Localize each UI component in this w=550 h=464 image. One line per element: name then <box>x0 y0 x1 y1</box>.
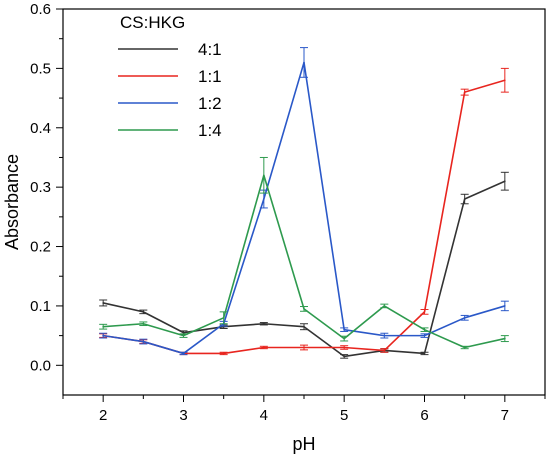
data-point <box>222 352 225 355</box>
series-1-2 <box>99 47 509 356</box>
data-point <box>142 340 145 343</box>
series-1-4 <box>99 156 509 350</box>
x-tick-label: 7 <box>501 407 509 424</box>
legend-item-1-1: 1:1 <box>118 67 222 86</box>
data-point <box>463 317 466 319</box>
data-point <box>182 331 185 334</box>
data-point <box>383 349 386 352</box>
data-point <box>263 198 265 200</box>
series-line <box>103 79 506 355</box>
data-point <box>463 346 466 349</box>
data-point <box>504 337 506 340</box>
y-tick-label: 0.3 <box>30 179 51 196</box>
x-tick-label: 4 <box>260 407 268 424</box>
legend-label: 4:1 <box>198 40 222 59</box>
data-point <box>343 337 345 340</box>
y-tick-label: 0.2 <box>30 239 51 256</box>
x-axis-ticks: 2 3 4 5 6 7 <box>62 395 546 424</box>
series-4-1 <box>99 171 509 359</box>
y-tick-label: 0.1 <box>30 298 51 315</box>
x-tick-label: 2 <box>99 407 107 424</box>
data-point <box>142 311 145 313</box>
data-point <box>222 317 225 319</box>
data-point <box>182 334 185 337</box>
data-point <box>423 334 426 337</box>
data-point <box>504 305 506 307</box>
x-axis-title: pH <box>292 434 315 454</box>
data-point <box>463 91 466 93</box>
data-point <box>504 79 506 82</box>
y-tick-label: 0.5 <box>30 60 51 77</box>
data-point <box>102 325 104 328</box>
data-point <box>102 334 104 337</box>
legend-label: 1:2 <box>198 94 222 113</box>
data-point <box>303 325 305 328</box>
series-layer <box>99 47 509 359</box>
data-point <box>463 198 466 200</box>
data-point <box>423 328 426 331</box>
y-tick-label: 0.4 <box>30 120 51 137</box>
data-point <box>423 352 426 355</box>
data-point <box>303 61 305 64</box>
legend-title: CS:HKG <box>120 13 185 32</box>
y-tick-label: 0.6 <box>30 1 51 18</box>
data-point <box>504 180 506 183</box>
legend: CS:HKG 4:1 1:1 1:2 1:4 <box>118 13 222 140</box>
legend-item-1-2: 1:2 <box>118 94 222 113</box>
legend-item-4-1: 4:1 <box>118 40 222 59</box>
legend-item-1-4: 1:4 <box>118 121 222 140</box>
legend-label: 1:4 <box>198 121 222 140</box>
data-point <box>343 355 345 358</box>
y-axis-ticks: 0.0 0.1 0.2 0.3 0.4 0.5 0.6 <box>30 1 63 374</box>
x-tick-label: 5 <box>340 407 348 424</box>
y-tick-label: 0.0 <box>30 357 51 374</box>
data-point <box>383 334 386 337</box>
data-point <box>263 322 265 325</box>
data-point <box>263 174 265 177</box>
legend-label: 1:1 <box>198 67 222 86</box>
data-point <box>182 352 185 355</box>
data-point <box>343 328 345 331</box>
data-point <box>303 308 305 310</box>
data-point <box>343 346 345 349</box>
data-point <box>102 302 104 304</box>
data-point <box>383 305 386 307</box>
data-point <box>263 346 265 349</box>
data-point <box>142 322 145 325</box>
data-point <box>303 346 305 349</box>
data-point <box>423 311 426 313</box>
x-tick-label: 3 <box>179 407 187 424</box>
x-tick-label: 6 <box>420 407 428 424</box>
y-axis-title: Absorbance <box>2 154 22 250</box>
